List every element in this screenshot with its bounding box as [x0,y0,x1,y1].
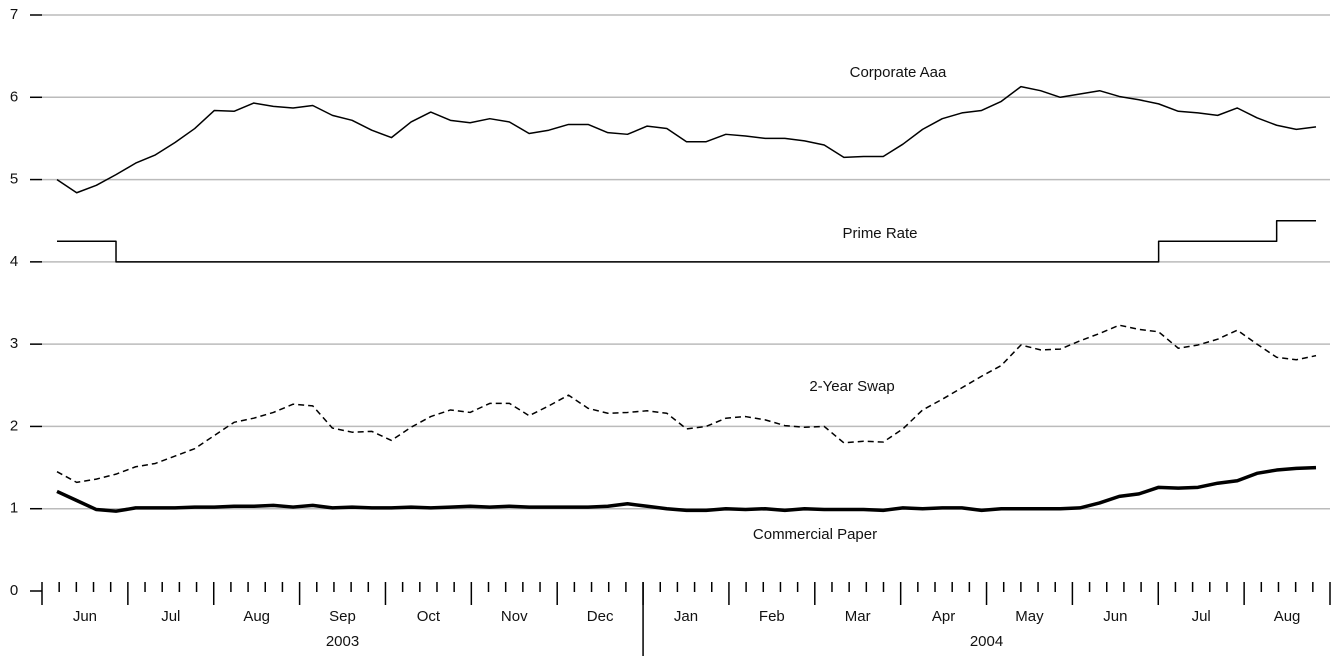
series-label: Commercial Paper [753,526,877,543]
y-tick-label: 1 [10,500,18,517]
x-tick-label: Jun [73,608,97,625]
y-tick-label: 2 [10,417,18,434]
series-label: Prime Rate [842,225,917,242]
x-tick-label: Oct [417,608,441,625]
y-tick-label: 5 [10,171,18,188]
series-label: 2-Year Swap [809,378,894,395]
series-label: Corporate Aaa [850,64,947,81]
series-line [56,324,1317,484]
y-tick-label: 7 [10,6,18,23]
x-tick-label: Nov [501,608,528,625]
x-tick-label: Mar [845,608,871,625]
year-label: 2003 [326,633,359,650]
series-line [57,219,1316,263]
y-tick-label: 0 [10,582,18,599]
x-tick-label: Jun [1103,608,1127,625]
y-tick-label: 6 [10,88,18,105]
x-tick-label: Jul [161,608,180,625]
series-line [56,465,1317,513]
x-tick-label: Jan [674,608,698,625]
x-tick-label: Apr [932,608,955,625]
x-tick-label: Sep [329,608,356,625]
x-tick-label: May [1015,608,1044,625]
x-tick-label: Jul [1192,608,1211,625]
y-tick-label: 4 [10,253,18,270]
y-tick-label: 3 [10,335,18,352]
x-tick-label: Dec [587,608,614,625]
series-line [56,85,1317,194]
x-tick-label: Aug [243,608,270,625]
year-label: 2004 [970,633,1003,650]
x-tick-label: Aug [1274,608,1301,625]
x-tick-label: Feb [759,608,785,625]
